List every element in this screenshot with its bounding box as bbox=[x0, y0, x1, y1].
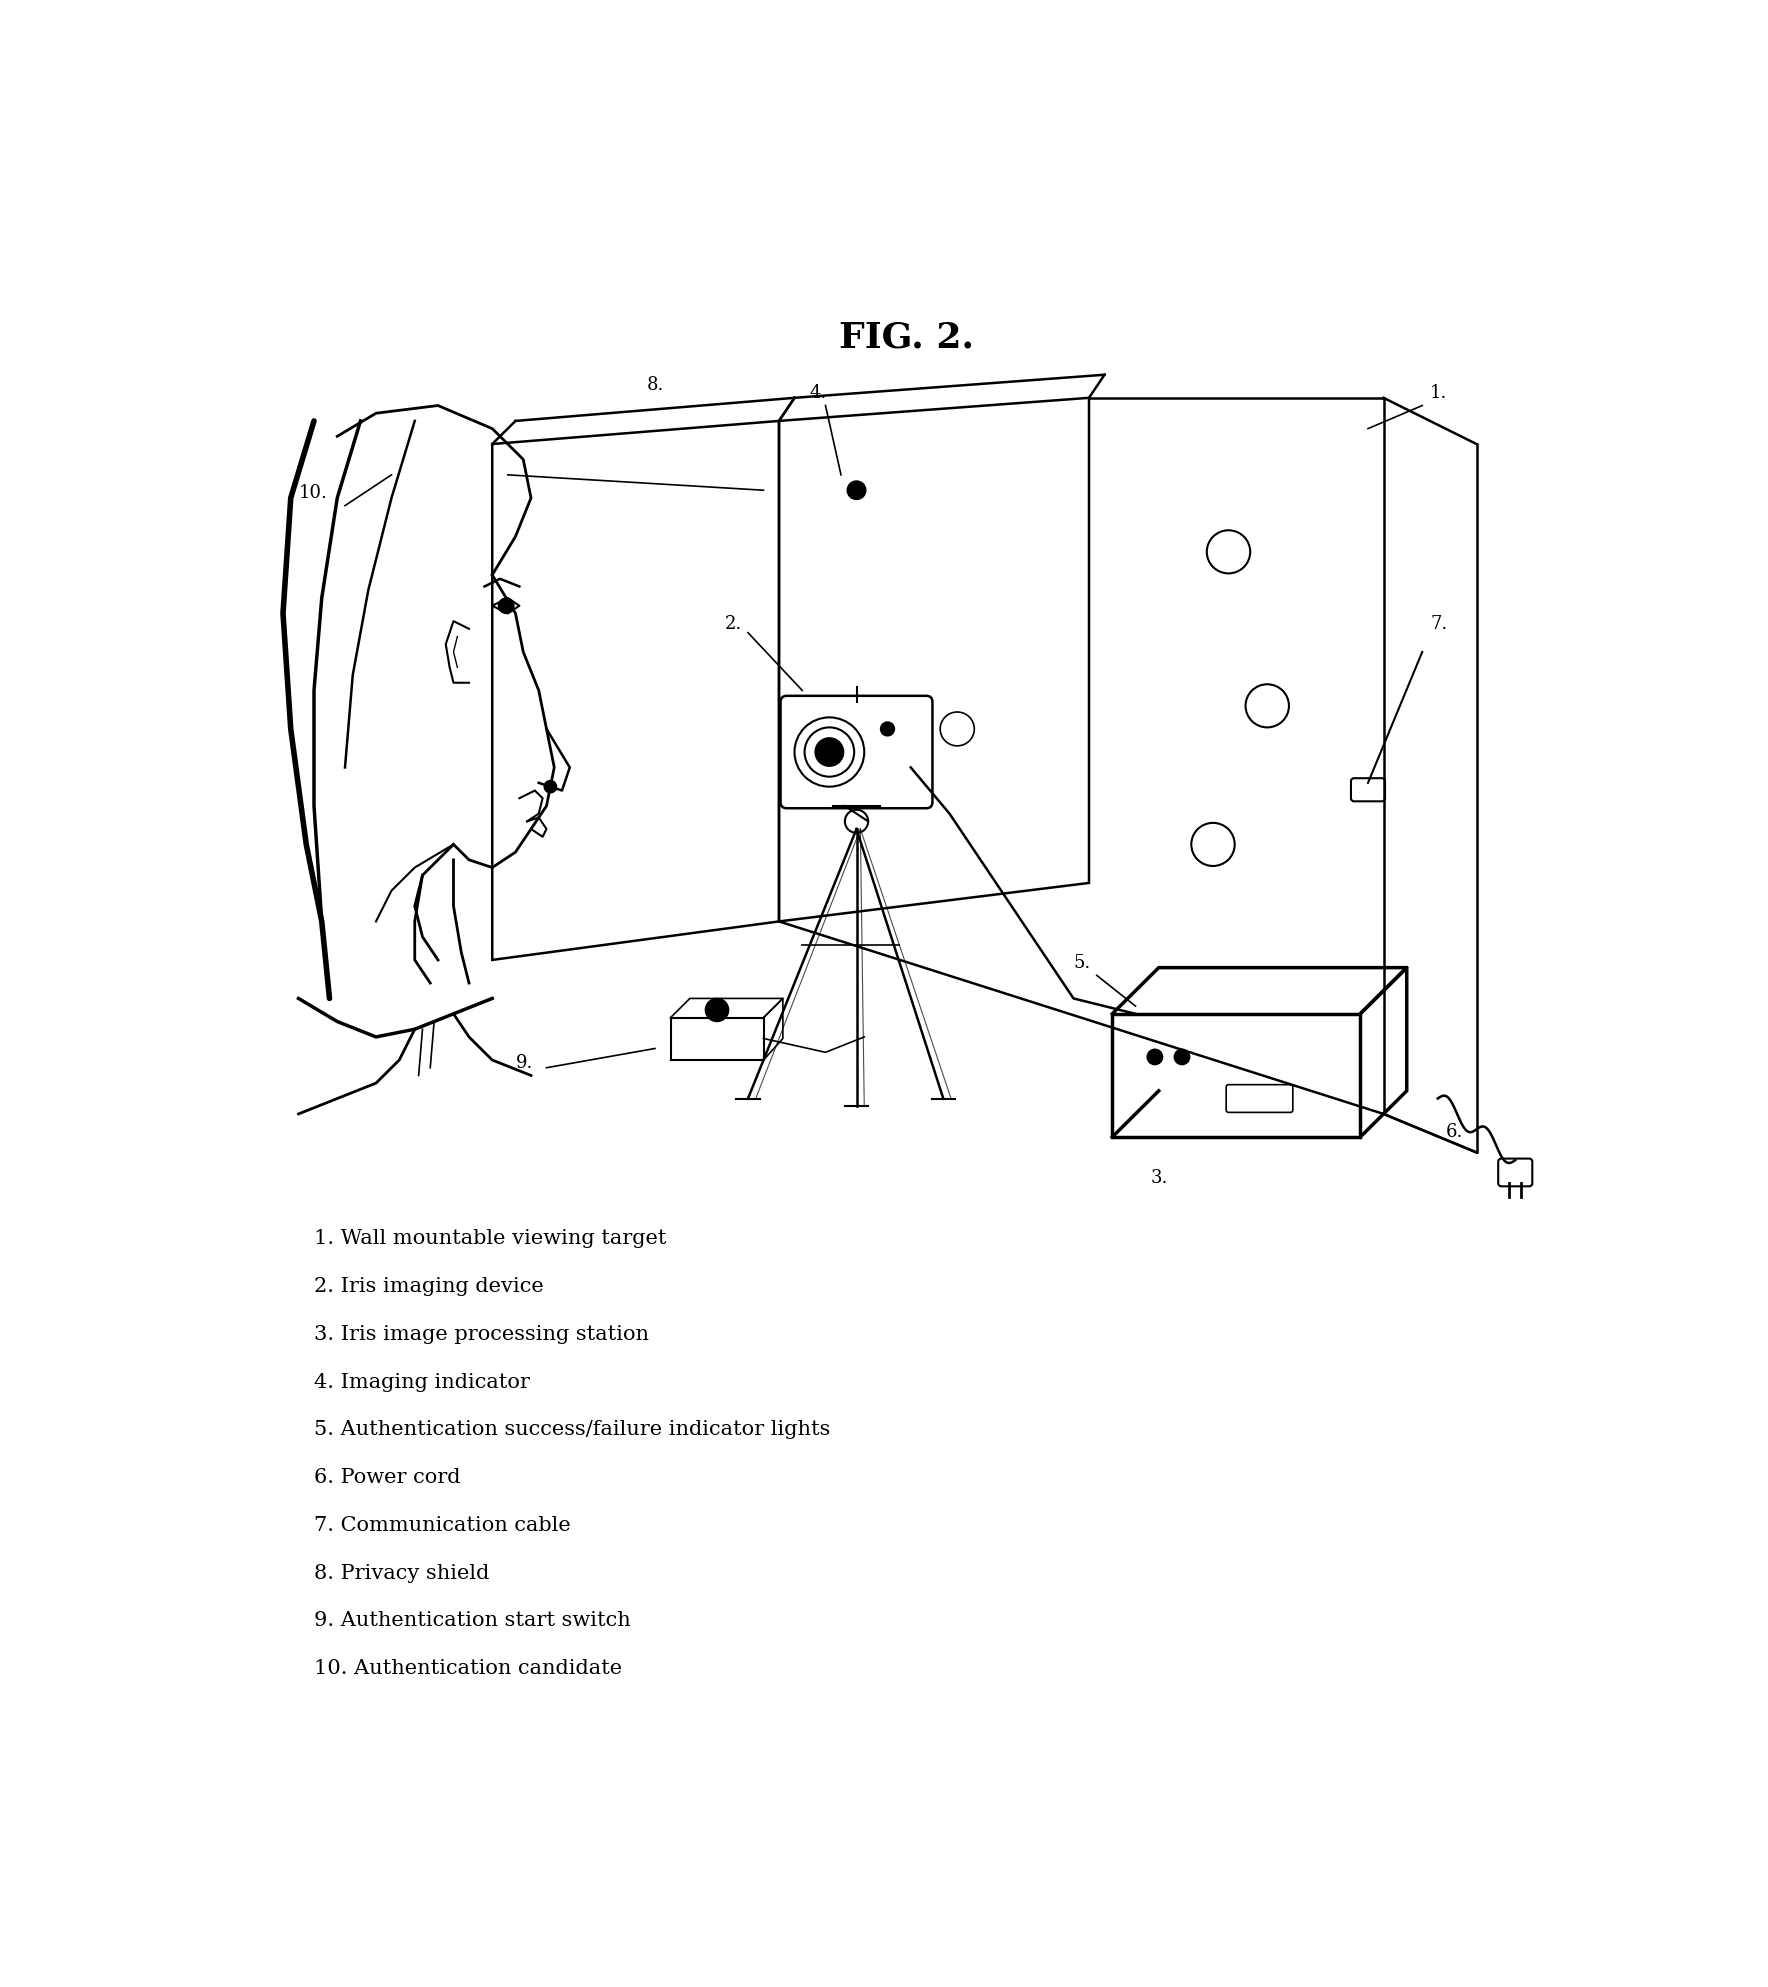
Text: FIG. 2.: FIG. 2. bbox=[838, 320, 974, 356]
Text: 10.: 10. bbox=[299, 485, 327, 503]
Circle shape bbox=[705, 997, 728, 1021]
Text: 4.: 4. bbox=[810, 383, 827, 401]
Text: 7.: 7. bbox=[1430, 614, 1448, 632]
Text: 4. Imaging indicator: 4. Imaging indicator bbox=[315, 1373, 530, 1391]
Text: 2. Iris imaging device: 2. Iris imaging device bbox=[315, 1278, 545, 1296]
FancyBboxPatch shape bbox=[1227, 1085, 1292, 1113]
Text: 3.: 3. bbox=[1151, 1168, 1169, 1186]
Text: 5.: 5. bbox=[1073, 954, 1091, 972]
Circle shape bbox=[1174, 1049, 1190, 1065]
Circle shape bbox=[545, 781, 557, 793]
Text: 9.: 9. bbox=[516, 1053, 532, 1071]
Text: 3. Iris image processing station: 3. Iris image processing station bbox=[315, 1325, 649, 1343]
Text: 10. Authentication candidate: 10. Authentication candidate bbox=[315, 1659, 622, 1679]
Text: 9. Authentication start switch: 9. Authentication start switch bbox=[315, 1611, 631, 1631]
Text: 6. Power cord: 6. Power cord bbox=[315, 1468, 460, 1486]
Circle shape bbox=[1147, 1049, 1163, 1065]
FancyBboxPatch shape bbox=[1497, 1158, 1533, 1186]
Text: 1. Wall mountable viewing target: 1. Wall mountable viewing target bbox=[315, 1230, 667, 1248]
Circle shape bbox=[847, 481, 866, 499]
Text: 8.: 8. bbox=[647, 376, 665, 393]
Text: 5. Authentication success/failure indicator lights: 5. Authentication success/failure indica… bbox=[315, 1421, 831, 1439]
Text: 8. Privacy shield: 8. Privacy shield bbox=[315, 1564, 490, 1582]
Text: 6.: 6. bbox=[1446, 1123, 1462, 1141]
Text: 7. Communication cable: 7. Communication cable bbox=[315, 1516, 571, 1534]
Circle shape bbox=[880, 721, 895, 735]
Text: 2.: 2. bbox=[725, 614, 743, 632]
Text: 1.: 1. bbox=[1430, 383, 1448, 401]
Circle shape bbox=[815, 737, 843, 765]
Circle shape bbox=[499, 598, 514, 614]
FancyBboxPatch shape bbox=[1351, 779, 1384, 801]
FancyBboxPatch shape bbox=[780, 695, 932, 809]
